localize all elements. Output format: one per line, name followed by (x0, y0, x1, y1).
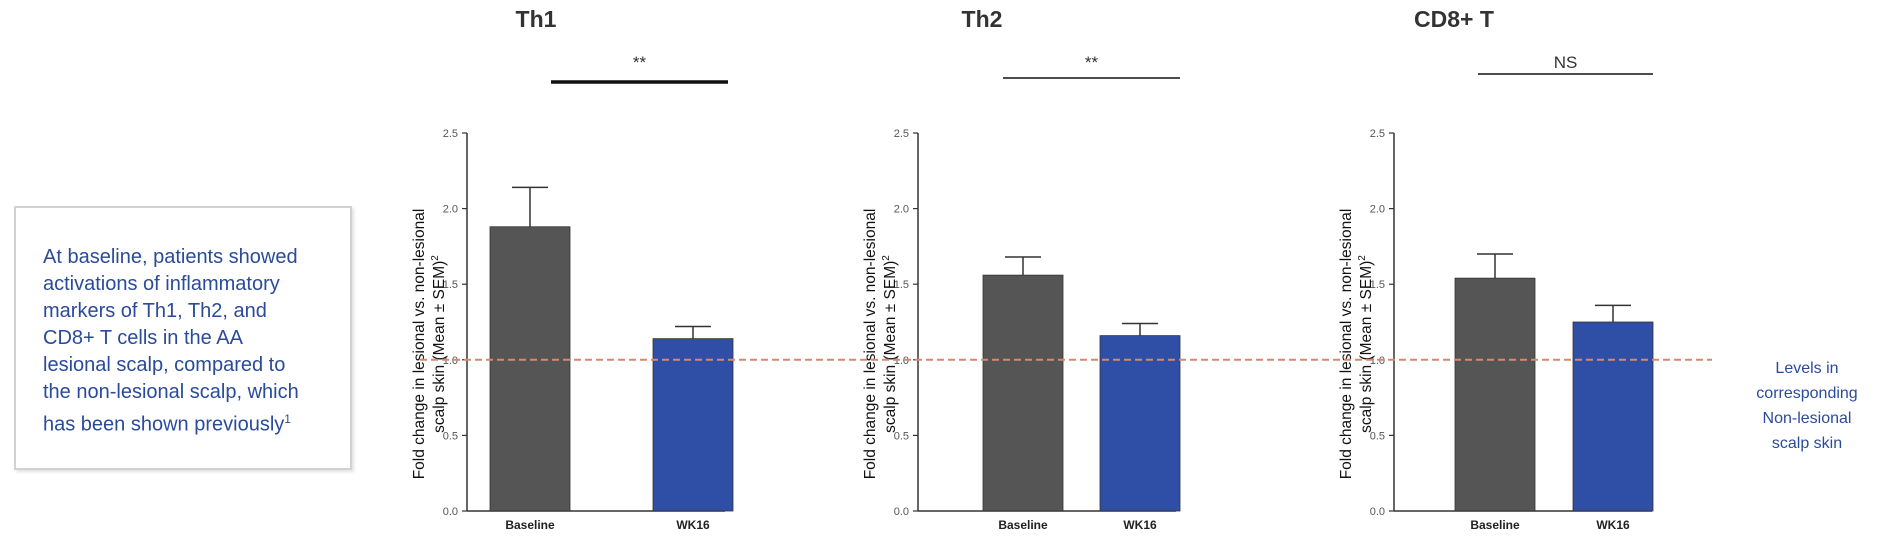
significance-label: NS (1554, 53, 1578, 72)
y-axis-label-line: Fold change in lesional vs. non-lesional (411, 209, 428, 480)
y-axis-label-line: scalp skin (Mean ± SEM) (1358, 261, 1375, 433)
bar-wk16 (1099, 335, 1181, 512)
y-tick-label: 2.0 (894, 204, 909, 216)
bar-wk16 (652, 338, 734, 512)
summary-text: At baseline, patients showed activations… (43, 244, 343, 439)
x-category-label: WK16 (1596, 518, 1630, 532)
summary-body: At baseline, patients showed activations… (43, 246, 299, 436)
chart-title: Th1 (516, 6, 557, 32)
significance-label: ** (633, 53, 647, 72)
x-category-label: WK16 (676, 518, 710, 532)
chart-title: Th2 (962, 6, 1003, 32)
y-tick-label: 2.0 (1370, 204, 1385, 216)
x-category-label: Baseline (1470, 518, 1520, 532)
reference-line-note: Levels in corresponding Non-lesional sca… (1756, 360, 1858, 452)
y-axis-label: Fold change in lesional vs. non-lesional… (862, 209, 899, 480)
y-tick-label: 0.5 (1370, 430, 1385, 442)
y-axis-label-line: scalp skin (Mean ± SEM) (431, 261, 448, 433)
y-tick-label: 2.5 (1370, 128, 1385, 140)
bar-wk16 (1572, 321, 1654, 512)
y-tick-label: 0.5 (443, 430, 458, 442)
significance-label: ** (1085, 53, 1099, 72)
y-tick-label: 1.0 (894, 355, 909, 367)
bar-baseline (982, 274, 1064, 512)
summary-callout: At baseline, patients showed activations… (14, 206, 352, 470)
bar-baseline (1454, 277, 1536, 512)
y-tick-label: 2.5 (443, 128, 458, 140)
y-tick-label: 0.0 (894, 506, 909, 518)
chart-th2: Th2 ** 0.0 0.5 1.0 1.5 2.0 2.5 Fold change in le… (862, 6, 1181, 532)
y-axis-label-line: Fold change in lesional vs. non-lesional (862, 209, 879, 480)
y-tick-label: 1.5 (1370, 279, 1385, 291)
y-axis-label-line: scalp skin (Mean ± SEM) (882, 261, 899, 433)
y-axis-label-superscript: 2 (430, 255, 441, 261)
y-tick-label: 1.0 (443, 355, 458, 367)
y-axis-label-superscript: 2 (1357, 255, 1368, 261)
y-tick-label: 2.5 (894, 128, 909, 140)
x-category-label: Baseline (998, 518, 1048, 532)
y-axis-label-superscript: 2 (881, 255, 892, 261)
x-category-label: WK16 (1123, 518, 1157, 532)
y-axis-label-line: Fold change in lesional vs. non-lesional (1338, 209, 1355, 480)
y-tick-label: 0.0 (443, 506, 458, 518)
y-tick-label: 0.5 (894, 430, 909, 442)
x-category-label: Baseline (505, 518, 555, 532)
y-axis-label: Fold change in lesional vs. non-lesional… (1338, 209, 1375, 480)
y-axis-label: Fold change in lesional vs. non-lesional… (411, 209, 448, 480)
chart-title: CD8+ T (1414, 6, 1494, 32)
y-tick-label: 0.0 (1370, 506, 1385, 518)
y-tick-label: 1.5 (443, 279, 458, 291)
chart-th1: Th1 ** 0.0 0.5 1.0 1.5 2.0 2.5 Fold change in le… (411, 6, 734, 532)
bar-baseline (489, 226, 571, 512)
y-tick-label: 1.5 (894, 279, 909, 291)
y-tick-label: 2.0 (443, 204, 458, 216)
summary-footnote: 1 (284, 412, 291, 426)
